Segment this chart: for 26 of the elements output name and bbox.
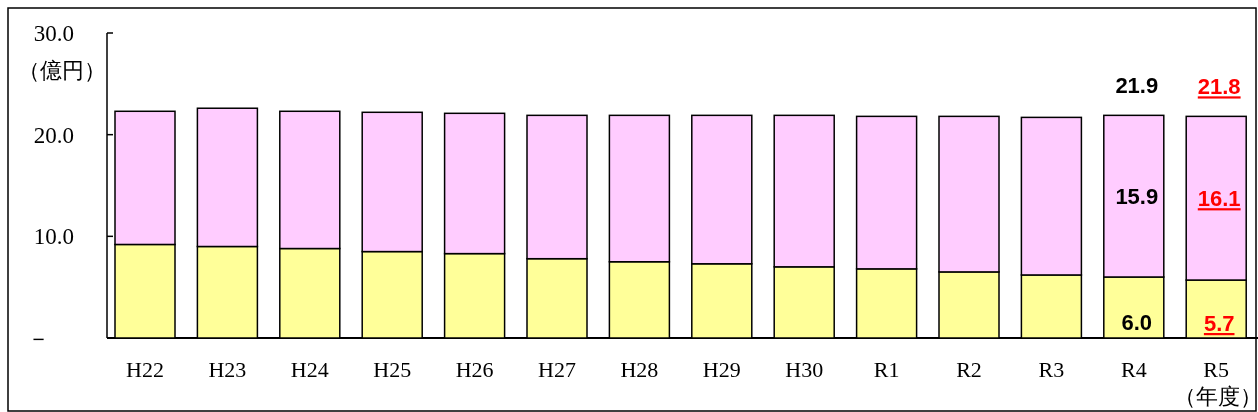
x-tick-label: R4: [1120, 357, 1147, 382]
x-tick-label: R1: [873, 357, 900, 382]
y-tick-label: 10.0: [33, 224, 74, 250]
x-tick-label: H24: [290, 357, 329, 382]
x-tick-label: H27: [538, 357, 576, 382]
x-tick-label: H26: [455, 357, 494, 382]
data-label: 15.9: [1115, 184, 1159, 210]
x-tick-label: H22: [126, 357, 164, 382]
x-tick-label: R3: [1038, 357, 1065, 382]
y-tick-label: 20.0: [33, 122, 74, 148]
x-tick-label: H29: [702, 357, 741, 382]
data-label: 6.0: [1121, 309, 1153, 335]
x-tick-label: H25: [373, 357, 412, 382]
x-tick-label: R5: [1203, 357, 1230, 382]
x-axis-title: （年度）: [1174, 384, 1258, 409]
y-tick-label: 30.0: [33, 21, 74, 46]
total-label: 21.9: [1115, 73, 1159, 99]
y-tick-label: －: [27, 326, 50, 351]
x-tick-label: R2: [956, 357, 982, 382]
x-tick-label: H28: [620, 357, 659, 382]
x-tick-label: H23: [208, 357, 247, 382]
y-axis-title: （億円）: [18, 58, 106, 83]
data-label: 5.7: [1203, 311, 1235, 337]
total-label: 21.8: [1197, 74, 1241, 100]
data-label: 16.1: [1197, 186, 1241, 212]
x-tick-label: H30: [785, 357, 824, 382]
